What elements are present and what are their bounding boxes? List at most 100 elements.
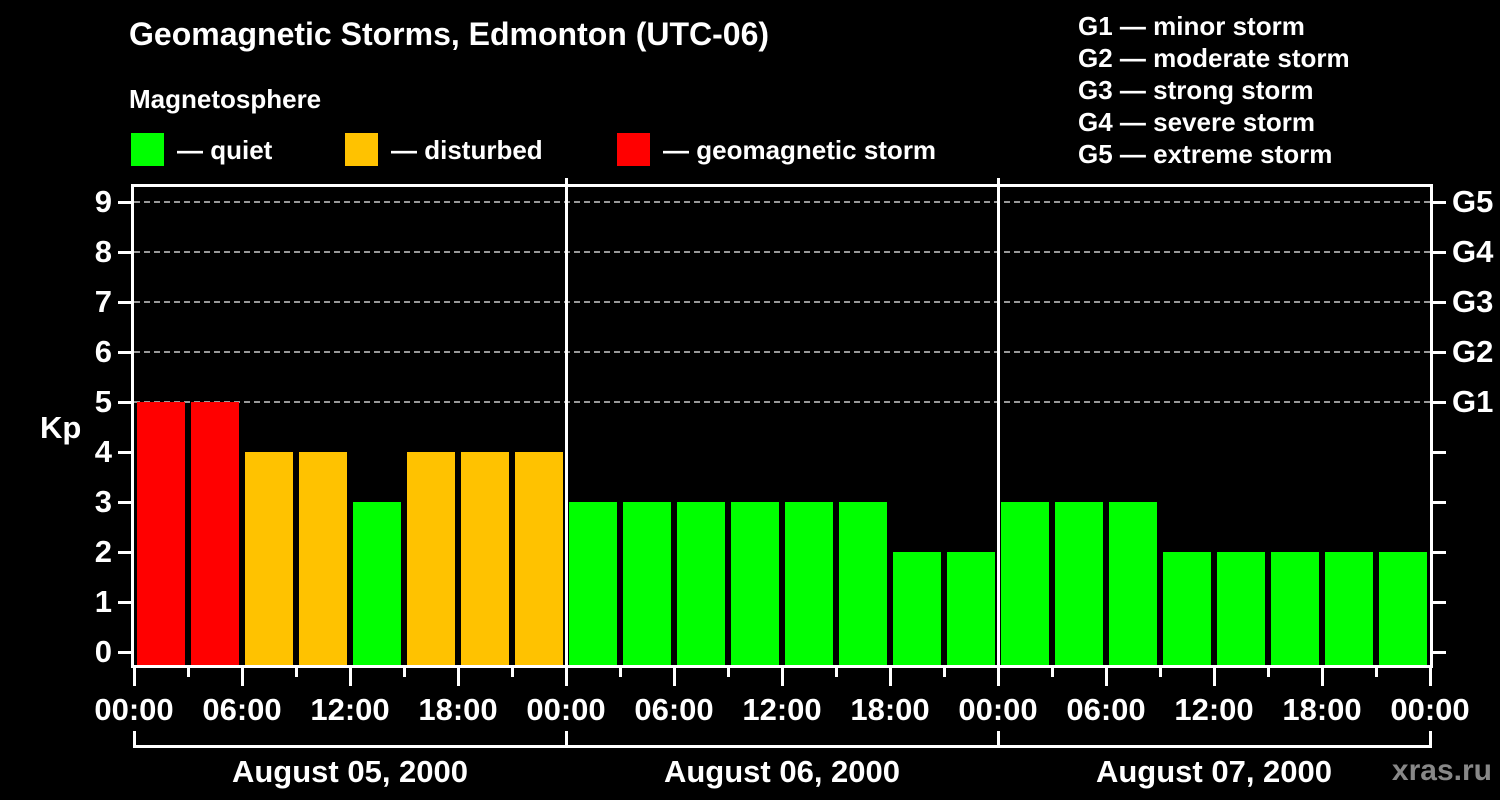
date-bracket-line — [133, 745, 1432, 748]
chart-subtitle: Magnetosphere — [129, 84, 322, 114]
x-axis-tick — [942, 668, 946, 677]
kp-bar — [839, 502, 887, 665]
y-axis-tick-right — [1433, 451, 1446, 454]
gridline — [134, 401, 1430, 403]
y-axis-label: 3 — [94, 484, 112, 519]
y-axis-tick-left — [118, 501, 131, 504]
gridline — [134, 351, 1430, 353]
y-axis-tick-right — [1433, 551, 1446, 554]
x-axis-time-label: 00:00 — [958, 692, 1038, 727]
kp-bar — [677, 502, 725, 665]
y-axis-tick-left — [118, 551, 131, 554]
gridline — [134, 251, 1430, 253]
legend-label-storm: — geomagnetic storm — [663, 135, 937, 165]
y-axis-tick-right — [1433, 251, 1446, 254]
kp-bar — [1001, 502, 1049, 665]
x-axis-tick — [1212, 668, 1216, 686]
y-axis-tick-right — [1433, 601, 1446, 604]
x-axis-time-label: 00:00 — [526, 692, 606, 727]
date-label: August 05, 2000 — [231, 754, 469, 789]
plot-area — [131, 184, 1433, 668]
kp-bar — [731, 502, 779, 665]
y-axis-tick-left — [118, 451, 131, 454]
y-axis-label: 8 — [94, 234, 112, 269]
x-axis-tick — [726, 668, 730, 677]
right-axis-label-g3: G3 — [1452, 284, 1494, 319]
x-axis-time-label: 12:00 — [310, 692, 390, 727]
x-axis-tick — [618, 668, 622, 677]
y-axis-tick-left — [118, 601, 131, 604]
x-axis-tick — [1050, 668, 1054, 677]
y-axis-label: 6 — [94, 334, 112, 369]
date-bracket-tick — [565, 731, 568, 748]
kp-bar — [623, 502, 671, 665]
kp-bar — [1379, 552, 1427, 665]
kp-bar — [1109, 502, 1157, 665]
x-axis-tick — [672, 668, 676, 686]
y-axis-label: 0 — [94, 634, 112, 669]
x-axis-time-label: 18:00 — [418, 692, 498, 727]
y-axis-tick-left — [118, 651, 131, 654]
x-axis-time-label: 06:00 — [202, 692, 282, 727]
x-axis-tick — [834, 668, 838, 677]
x-axis-time-label: 06:00 — [634, 692, 714, 727]
x-axis-tick — [780, 668, 784, 686]
kp-bar — [353, 502, 401, 665]
legend-label-quiet: — quiet — [177, 135, 273, 165]
x-axis-tick — [1266, 668, 1270, 677]
date-bracket-tick — [133, 731, 136, 748]
y-axis-label: 7 — [94, 284, 112, 319]
storm-scale-g4: G4 — severe storm — [1078, 107, 1316, 137]
x-axis-tick — [402, 668, 406, 677]
legend-swatch-storm-icon — [617, 133, 650, 166]
x-axis-tick — [510, 668, 514, 677]
y-axis-tick-right — [1433, 651, 1446, 654]
x-axis-tick — [1428, 668, 1432, 686]
watermark-link[interactable]: xras.ru — [1391, 754, 1492, 787]
gridline — [134, 201, 1430, 203]
kp-bar — [893, 552, 941, 665]
y-axis-label: 2 — [94, 534, 112, 569]
x-axis-tick — [132, 668, 136, 686]
legend-label-disturbed: — disturbed — [391, 135, 543, 165]
kp-bar — [1163, 552, 1211, 665]
x-axis-time-label: 18:00 — [850, 692, 930, 727]
kp-bar — [245, 452, 293, 665]
kp-bar — [461, 452, 509, 665]
legend-swatch-disturbed-icon — [345, 133, 378, 166]
x-axis-time-label: 18:00 — [1282, 692, 1362, 727]
y-axis-tick-right — [1433, 351, 1446, 354]
kp-bar — [785, 502, 833, 665]
gridline — [134, 301, 1430, 303]
right-axis-label-g5: G5 — [1452, 184, 1494, 219]
x-axis-tick — [348, 668, 352, 686]
y-axis-title: Kp — [40, 410, 82, 445]
kp-bar — [191, 402, 239, 665]
kp-bar — [1271, 552, 1319, 665]
day-separator — [996, 178, 1000, 674]
y-axis-tick-left — [118, 301, 131, 304]
legend-swatch-quiet-icon — [131, 133, 164, 166]
x-axis-tick — [240, 668, 244, 686]
y-axis-tick-left — [118, 251, 131, 254]
y-axis-label: 1 — [94, 584, 112, 619]
x-axis-tick — [186, 668, 190, 677]
x-axis-tick — [1374, 668, 1378, 677]
date-label: August 07, 2000 — [1095, 754, 1333, 789]
chart-title: Geomagnetic Storms, Edmonton (UTC-06) — [129, 16, 770, 52]
storm-scale-g1: G1 — minor storm — [1078, 11, 1305, 41]
date-bracket-tick — [997, 731, 1000, 748]
chart-layer — [134, 178, 1430, 674]
y-axis-tick-right — [1433, 301, 1446, 304]
kp-bar — [407, 452, 455, 665]
x-axis-time-label: 06:00 — [1066, 692, 1146, 727]
x-axis-tick — [456, 668, 460, 686]
right-axis-label-g1: G1 — [1452, 384, 1494, 419]
kp-bar — [947, 552, 995, 665]
storm-scale-legend: G1 — minor storm G2 — moderate storm G3 … — [1078, 10, 1350, 170]
x-axis-tick — [888, 668, 892, 686]
y-axis-tick-right — [1433, 401, 1446, 404]
x-axis-tick — [294, 668, 298, 677]
x-axis-tick — [1104, 668, 1108, 686]
